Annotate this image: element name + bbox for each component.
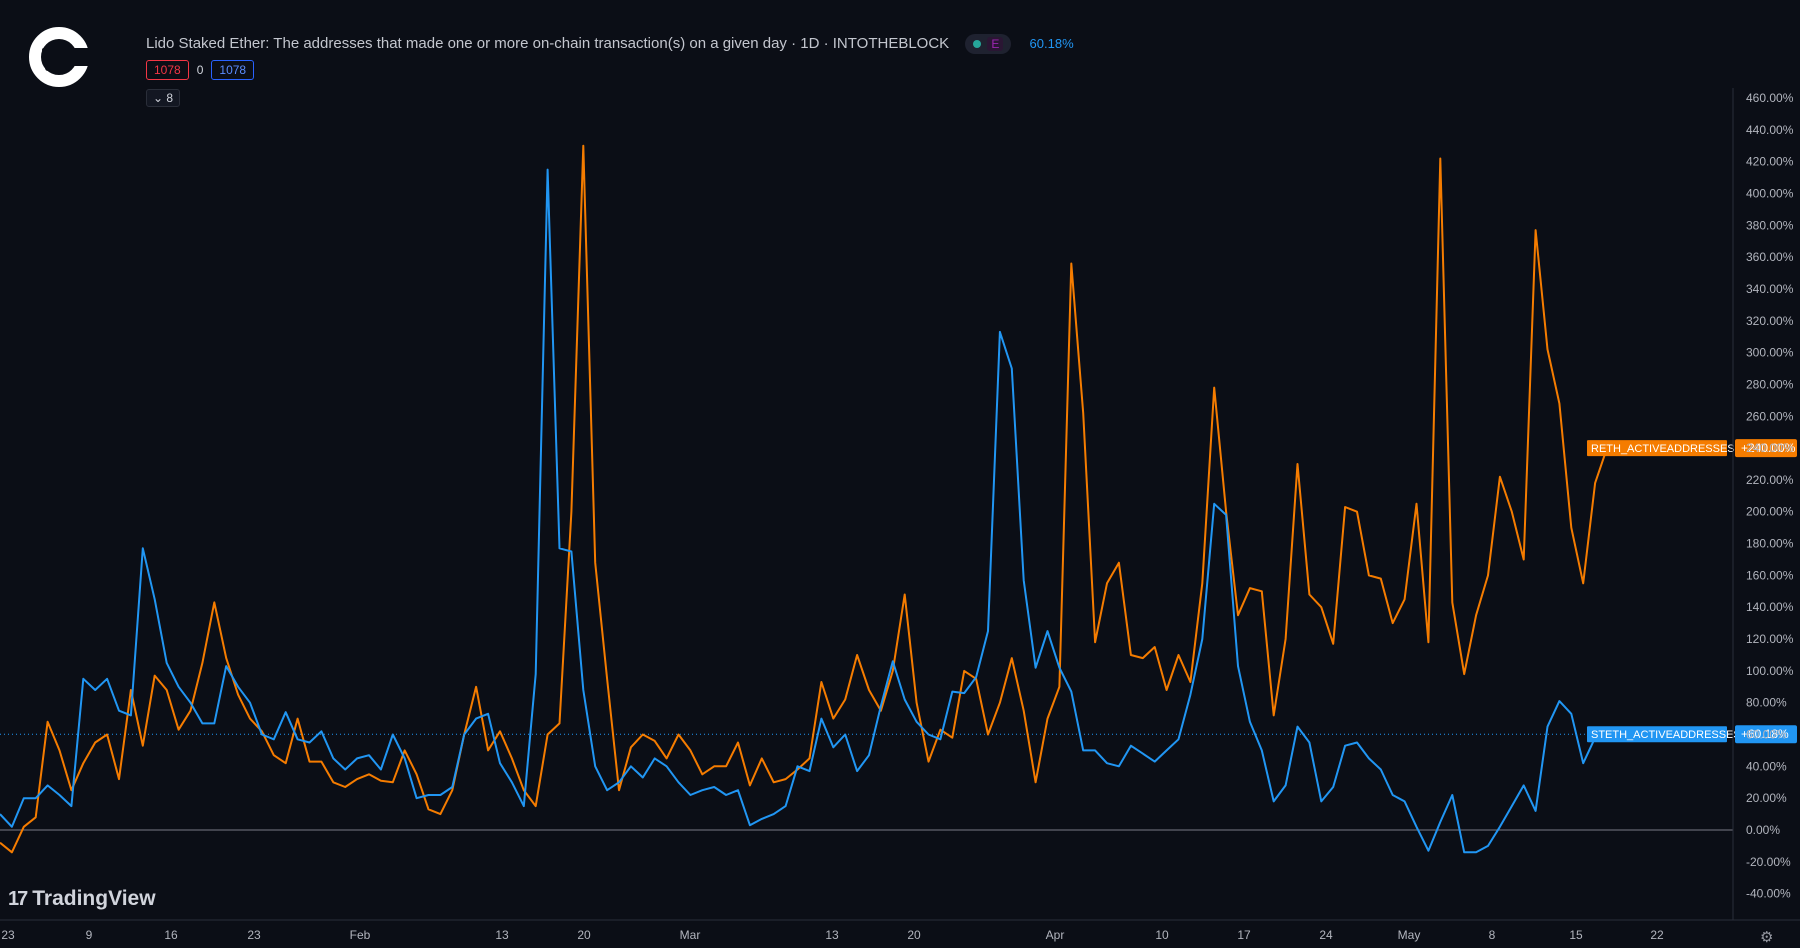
y-tick-label: 40.00% [1746,759,1787,773]
x-tick-label: 10 [1155,928,1169,942]
y-tick-label: 440.00% [1746,123,1794,137]
y-tick-label: 300.00% [1746,346,1794,360]
y-tick-label: 100.00% [1746,664,1794,678]
x-tick-label: Mar [680,928,701,942]
value-left-badge: 1078 [146,60,189,80]
x-tick-label: 20 [907,928,921,942]
x-tick-label: 15 [1569,928,1583,942]
collapse-indicators-button[interactable]: ⌄ 8 [146,89,181,107]
y-tick-label: 360.00% [1746,250,1794,264]
value-row: 1078 0 1078 [146,60,255,80]
series-name-box [1587,726,1727,743]
series-value-box [1735,439,1797,458]
x-tick-label: May [1398,928,1421,942]
y-tick-label: 200.00% [1746,505,1794,519]
x-tick-label: Apr [1046,928,1065,942]
value-mid: 0 [196,63,204,77]
e-label: E [987,37,1004,51]
header-percent: 60.18% [1029,35,1074,51]
steth-value-label: +60.18% [1735,725,1797,744]
reth-value-label: +240.00% [1735,439,1797,458]
reth-name-label: RETH_ACTIVEADDRESSES [1587,440,1735,457]
tradingview-watermark: 17 TradingView [8,887,156,911]
y-tick-label: 400.00% [1746,186,1794,200]
series-value-text: +240.00% [1741,441,1796,455]
x-tick-label: 13 [495,928,509,942]
y-tick-label: 160.00% [1746,568,1794,582]
series-name-text: STETH_ACTIVEADDRESSES [1591,729,1741,741]
series-name-text: RETH_ACTIVEADDRESSES [1591,443,1735,455]
x-tick-label: 17 [1237,928,1251,942]
y-tick-label: 320.00% [1746,314,1794,328]
y-tick-label: 240.00% [1746,441,1794,455]
y-tick-label: 380.00% [1746,218,1794,232]
x-tick-label: 20 [577,928,591,942]
y-tick-label: 120.00% [1746,632,1794,646]
x-tick-label: 8 [1489,928,1496,942]
steth-series-line[interactable] [0,168,1608,854]
c-logo-icon [29,27,90,87]
status-pill[interactable]: E [965,34,1012,54]
x-tick-label: 16 [164,928,178,942]
series-name-box [1587,440,1727,457]
y-tick-label: 60.00% [1746,728,1787,742]
tradingview-logo-icon: 17 [8,887,28,910]
series-value-text: +60.18% [1741,727,1789,741]
value-right-badge: 1078 [211,60,255,80]
gear-icon[interactable]: ⚙ [1760,929,1774,946]
reth-series-line[interactable] [0,144,1608,854]
y-tick-label: 0.00% [1746,823,1780,837]
y-tick-label: 140.00% [1746,600,1794,614]
x-tick-label: 13 [825,928,839,942]
y-tick-label: 260.00% [1746,409,1794,423]
y-tick-label: 220.00% [1746,473,1794,487]
status-dot-icon [973,40,982,48]
tradingview-label: TradingView [32,887,156,910]
y-tick-label: 80.00% [1746,696,1787,710]
x-tick-label: 23 [247,928,261,942]
x-tick-label: 24 [1319,928,1333,942]
y-tick-label: 340.00% [1746,282,1794,296]
y-tick-label: 180.00% [1746,537,1794,551]
y-tick-label: 420.00% [1746,155,1794,169]
chart-header: Lido Staked Ether: The addresses that ma… [146,34,1074,54]
series-value-box [1735,725,1797,744]
y-tick-label: 280.00% [1746,377,1794,391]
x-tick-label: 23 [1,928,15,942]
y-tick-label: -20.00% [1746,855,1791,869]
chart-title: Lido Staked Ether: The addresses that ma… [146,34,950,52]
y-tick-label: 20.00% [1746,791,1787,805]
x-tick-label: Feb [350,928,371,942]
y-tick-label: 460.00% [1746,91,1794,105]
x-tick-label: 22 [1650,928,1664,942]
y-tick-label: -40.00% [1746,887,1791,901]
x-tick-label: 9 [86,928,93,942]
steth-name-label: STETH_ACTIVEADDRESSES [1587,726,1741,743]
